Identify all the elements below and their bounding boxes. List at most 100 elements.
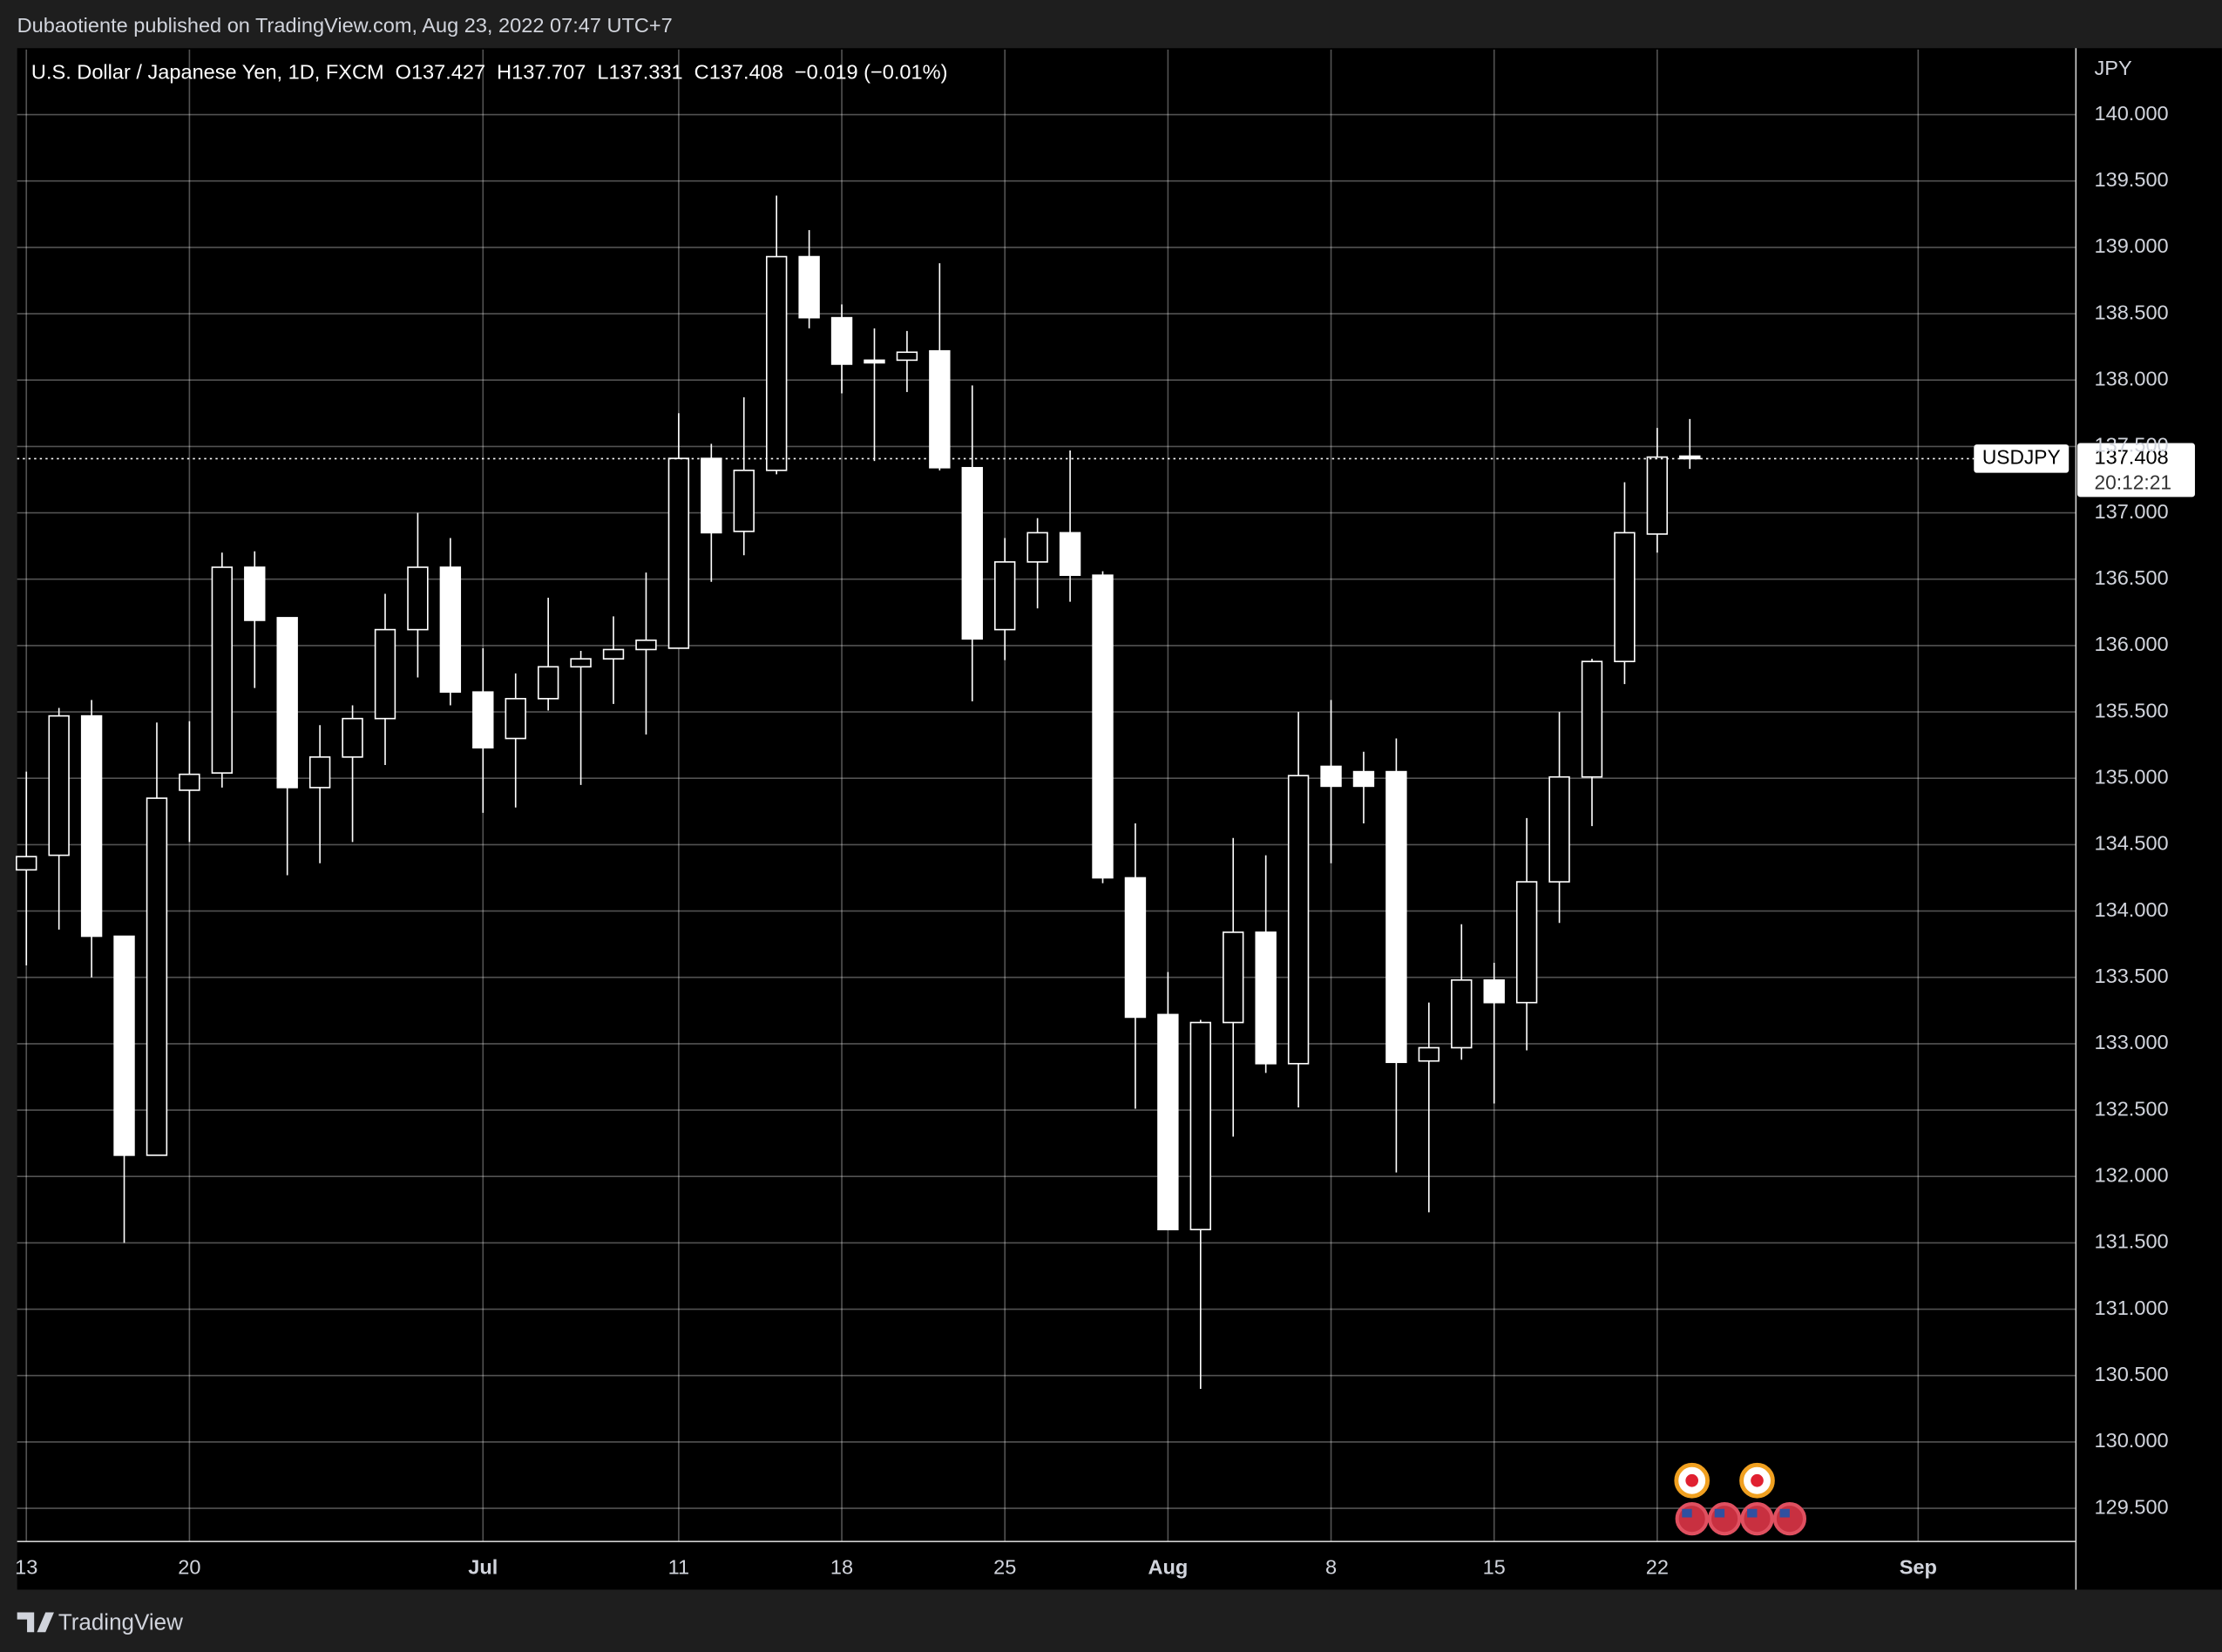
symbol-title: U.S. Dollar / Japanese Yen, 1D, FXCM [31,61,384,84]
x-tick-label: 20 [178,1555,200,1578]
x-tick-label: 22 [1646,1555,1669,1578]
candles [16,195,1975,1389]
candle-body [1223,931,1244,1024]
y-axis-unit: JPY [2094,57,2131,79]
change: −0.019 (−0.01%) [795,61,948,84]
candle-body [570,658,592,668]
candle-body [830,316,853,365]
legend: U.S. Dollar / Japanese Yen, 1D, FXCM O 137… [31,61,948,84]
candle-body [929,349,951,469]
candle-body [896,351,918,362]
event-icons [1674,1462,1806,1536]
event-jp-dot [1685,1473,1699,1487]
published-line: Dubaotiente published on TradingView.com… [17,14,673,37]
y-tick-label: 136.000 [2094,633,2168,655]
candle-body [733,470,755,532]
price-tag: USDJPY 137.408 20:12:21 [1974,443,2195,498]
candle-body [146,797,168,1156]
symbol-tag [1974,444,2070,473]
candle-body [439,566,462,694]
y-tick-label: 138.500 [2094,301,2168,323]
candle-body [1059,531,1081,576]
candle-body [537,666,559,700]
candle-body [961,466,983,640]
ohlc-value: 137.408 [709,61,783,84]
candle-body [994,561,1016,631]
flag-canton [1747,1508,1758,1518]
candle-body [80,714,103,938]
candle-body [1026,531,1048,563]
candle-body [1483,978,1505,1004]
y-tick-label: 132.000 [2094,1163,2168,1186]
candle-body [1352,770,1375,788]
candle-body [1320,765,1342,788]
candle-body [765,255,788,471]
ohlc-value: 137.707 [511,61,586,84]
last-price: 137.408 [2094,446,2168,469]
y-tick-label: 130.000 [2094,1429,2168,1452]
candle-body [472,691,494,749]
event-us [1740,1502,1774,1536]
candle-body [1418,1046,1440,1062]
y-tick-label: 140.000 [2094,102,2168,125]
brand-logo [17,1612,54,1633]
candle-body [602,648,625,660]
event-jp-dot [1751,1473,1764,1487]
candle-body [701,457,722,534]
y-tick-label: 135.000 [2094,765,2168,788]
event-us [1675,1502,1709,1536]
candle-body [667,457,690,649]
candle-body [635,639,657,651]
ohlc-label: H [497,61,511,84]
candle-body [1385,770,1407,1064]
event-us [1772,1502,1806,1536]
y-tick-label: 134.000 [2094,898,2168,921]
candle-body [1614,531,1636,662]
candle-body [505,698,526,740]
candle-body [276,617,298,789]
candle-body [1515,881,1538,1004]
y-tick-label: 137.500 [2094,434,2168,457]
y-tick-label: 131.500 [2094,1230,2168,1253]
y-tick-label: 139.500 [2094,168,2168,191]
flag-canton [1682,1508,1692,1518]
chart-area [17,48,2222,1590]
y-tick-label: 136.500 [2094,566,2168,589]
y-tick-label: 137.000 [2094,500,2168,523]
y-tick-label: 139.000 [2094,234,2168,257]
candle-body [1646,456,1669,535]
y-tick-label: 131.000 [2094,1297,2168,1319]
ohlc-label: O [396,61,411,84]
grid [17,49,2076,1542]
candle-body [1255,931,1277,1065]
x-tick-label: Aug [1148,1555,1188,1578]
last-price-tag [2076,443,2195,498]
flag-canton [1714,1508,1725,1518]
y-tick-label: 132.500 [2094,1097,2168,1120]
x-tick-label: Sep [1900,1555,1937,1578]
flag-canton [1779,1508,1790,1518]
x-tick-label: 15 [1483,1555,1506,1578]
x-tick-label: 8 [1325,1555,1337,1578]
candle-body [374,628,396,720]
candle-body [179,773,200,791]
candle-body [16,856,37,871]
candle-body [342,717,363,758]
candle-body [407,566,429,631]
brand-name: TradingView [58,1608,183,1635]
candle-body [864,359,885,364]
y-tick-label: 138.000 [2094,367,2168,389]
ohlc-value: 137.331 [608,61,682,84]
y-tick-label: 129.500 [2094,1495,2168,1518]
x-tick-label: 11 [668,1555,689,1578]
candle-body [1287,775,1310,1065]
candle-body [1157,1013,1179,1230]
candle-body [48,714,70,856]
footer: TradingView [17,1608,183,1635]
candle-body [211,566,234,774]
candle-body [1581,660,1603,778]
x-tick-label: 25 [993,1555,1016,1578]
candle-body [1092,574,1114,879]
